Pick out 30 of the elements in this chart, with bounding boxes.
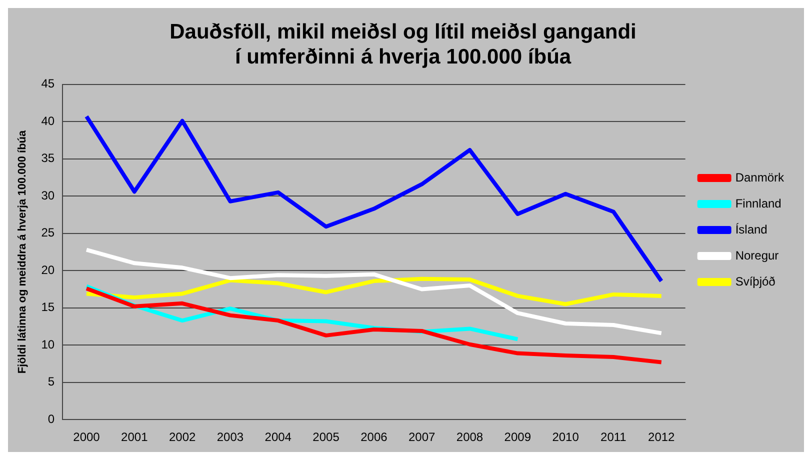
x-tick-label: 2011 xyxy=(600,430,627,444)
y-tick-label: 0 xyxy=(48,412,55,426)
x-tick-label: 2007 xyxy=(408,430,436,444)
y-tick-label: 10 xyxy=(41,337,55,352)
x-tick-label: 2008 xyxy=(456,430,484,444)
y-tick-label: 30 xyxy=(41,188,55,202)
legend-label: Danmörk xyxy=(735,170,785,184)
legend-label: Ísland xyxy=(735,222,768,236)
y-tick-label: 5 xyxy=(48,374,55,389)
y-axis-title: Fjöldi látinna og meiddra á hverja 100.000 íbúa xyxy=(16,129,29,374)
x-tick-label: 2003 xyxy=(216,430,244,444)
chart-title: Dauðsföll, mikil meiðsl og lítil meiðsl gangandi í umferðinni á hverja 100.000 íbúa xyxy=(170,20,636,69)
y-tick-label: 35 xyxy=(41,151,55,166)
legend-label: Noregur xyxy=(735,248,779,262)
x-tick-label: 2001 xyxy=(121,430,148,444)
x-tick-label: 2009 xyxy=(504,430,532,444)
y-tick-label: 45 xyxy=(41,76,55,91)
x-tick-label: 2012 xyxy=(648,430,676,444)
x-tick-label: 2000 xyxy=(73,430,100,444)
y-tick-label: 40 xyxy=(41,114,55,128)
x-tick-label: 2004 xyxy=(264,430,292,444)
legend-label: Svíþjóð xyxy=(735,274,776,288)
legend-label: Finnland xyxy=(735,196,782,210)
x-tick-label: 2005 xyxy=(312,430,340,444)
x-tick-label: 2002 xyxy=(168,430,196,444)
y-tick-label: 25 xyxy=(41,226,55,240)
x-tick-label: 2010 xyxy=(552,430,580,444)
y-tick-label: 15 xyxy=(41,300,55,314)
y-tick-label: 20 xyxy=(41,262,55,277)
x-tick-label: 2006 xyxy=(360,430,388,444)
